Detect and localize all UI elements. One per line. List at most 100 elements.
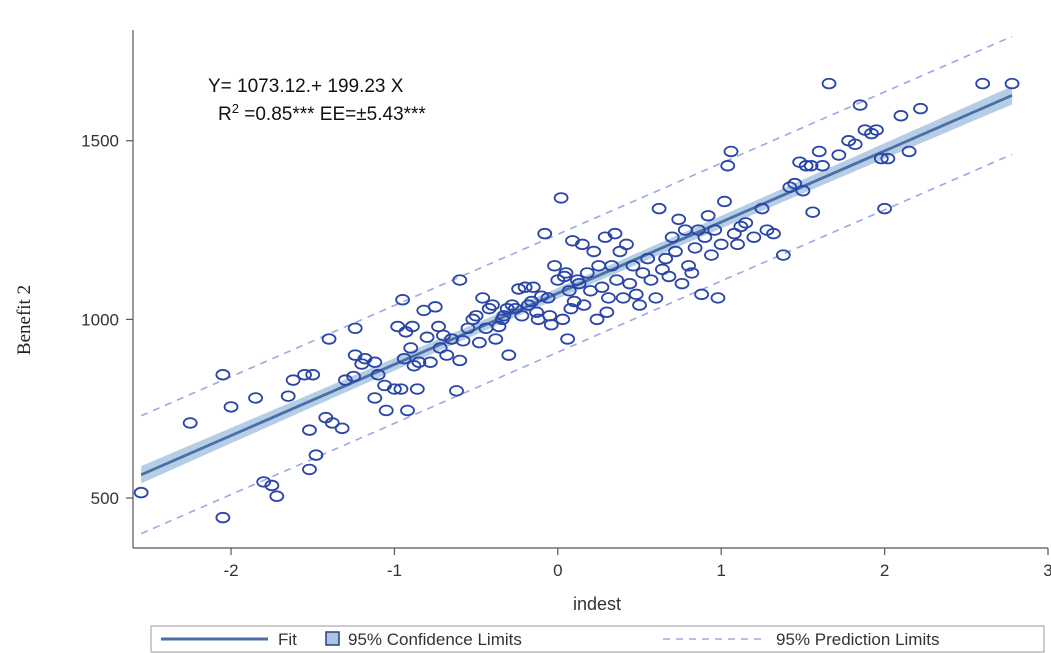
x-tick-label: 0: [553, 561, 562, 580]
data-point: [387, 383, 402, 395]
x-tick-label: -1: [387, 561, 402, 580]
data-point: [452, 274, 468, 286]
data-point: [658, 252, 674, 265]
data-point: [182, 417, 198, 429]
data-point: [651, 202, 667, 215]
data-point: [524, 295, 540, 308]
data-point: [302, 463, 317, 476]
data-point: [586, 245, 602, 258]
data-point: [697, 231, 713, 243]
data-point: [668, 245, 683, 258]
data-point: [730, 238, 745, 251]
legend: Fit 95% Confidence Limits 95% Prediction…: [150, 625, 1045, 653]
data-point: [501, 349, 517, 361]
data-point: [681, 260, 696, 272]
data-point: [1004, 77, 1020, 90]
data-point: [700, 210, 716, 222]
data-point: [488, 333, 504, 345]
data-point: [766, 227, 781, 240]
data-point: [285, 374, 301, 386]
data-point: [347, 322, 363, 334]
data-point: [640, 252, 656, 265]
data-point: [648, 292, 664, 304]
data-point: [635, 267, 651, 279]
data-point: [396, 352, 412, 365]
data-point: [248, 392, 263, 404]
data-point: [491, 320, 507, 333]
legend-prediction-label: 95% Prediction Limits: [776, 630, 939, 649]
data-point: [615, 292, 631, 304]
data-point: [571, 277, 587, 290]
upper-prediction-limit: [140, 35, 1013, 417]
data-point: [707, 224, 723, 236]
data-point: [534, 290, 549, 302]
data-point: [471, 336, 487, 349]
data-point: [560, 333, 576, 345]
x-tick-label: 3: [1043, 561, 1051, 580]
legend-confidence-swatch: [325, 631, 340, 646]
data-point: [821, 77, 837, 90]
data-point: [321, 333, 337, 345]
data-point: [873, 152, 889, 165]
data-point: [496, 310, 512, 322]
data-point: [305, 369, 321, 381]
data-point: [704, 249, 719, 261]
data-point: [574, 238, 590, 251]
data-point: [576, 299, 592, 311]
data-point: [537, 227, 553, 240]
data-point: [411, 356, 427, 368]
legend-confidence-label: 95% Confidence Limits: [348, 630, 522, 649]
y-tick-label: 1500: [81, 132, 119, 151]
data-point: [622, 277, 638, 290]
data-point: [455, 335, 471, 347]
data-point: [684, 267, 700, 279]
data-point: [403, 342, 419, 354]
data-point: [831, 149, 847, 161]
data-point: [561, 285, 577, 297]
x-tick-label: 1: [716, 561, 725, 580]
data-point: [444, 333, 460, 345]
data-point: [687, 242, 703, 254]
data-point: [525, 281, 541, 293]
data-point: [563, 302, 579, 315]
y-axis-title: Benefit 2: [14, 285, 35, 355]
data-point: [869, 124, 884, 136]
data-point: [628, 288, 644, 301]
data-point: [400, 404, 415, 417]
data-point: [452, 354, 468, 367]
data-point: [367, 392, 383, 404]
data-point: [499, 302, 515, 315]
x-axis: -2 -1 0 1 2 3: [133, 547, 1051, 580]
data-point: [671, 213, 687, 226]
data-point: [604, 260, 620, 272]
data-point: [811, 145, 827, 158]
data-point: [256, 476, 272, 488]
data-point: [717, 195, 732, 208]
y-axis: 500 1000 1500: [81, 30, 134, 548]
data-points: [133, 77, 1020, 524]
x-tick-label: -2: [223, 561, 238, 580]
data-point: [264, 479, 280, 492]
data-point: [302, 424, 317, 436]
data-point: [485, 299, 500, 311]
data-point: [601, 292, 616, 304]
data-point: [661, 270, 677, 283]
data-point: [805, 206, 821, 218]
data-point: [619, 238, 634, 251]
data-point: [975, 77, 991, 90]
data-point: [269, 490, 285, 502]
data-point: [803, 160, 819, 172]
data-point: [901, 145, 917, 158]
data-point: [607, 227, 623, 240]
data-point: [395, 294, 410, 306]
legend-fit-label: Fit: [278, 630, 297, 649]
data-point: [543, 319, 559, 331]
data-point: [795, 185, 811, 197]
data-point: [439, 349, 455, 361]
data-point: [529, 306, 544, 318]
data-point: [370, 369, 386, 381]
x-tick-label: 2: [880, 561, 889, 580]
data-point: [393, 383, 409, 395]
data-point: [632, 299, 647, 311]
data-point: [852, 99, 868, 111]
